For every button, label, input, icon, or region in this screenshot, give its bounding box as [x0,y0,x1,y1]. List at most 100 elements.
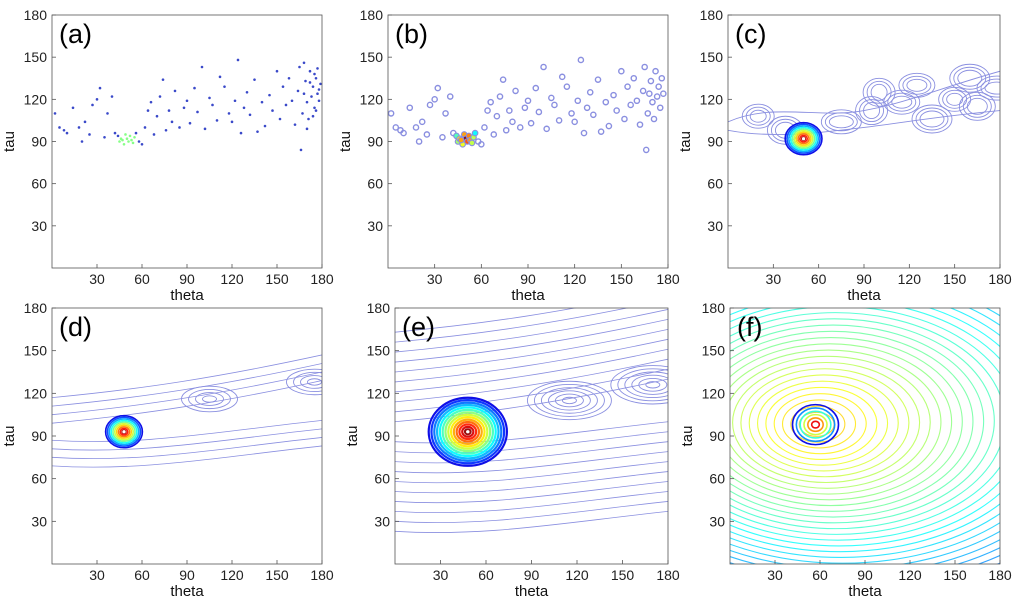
peak-marker [801,137,806,141]
data-point [412,124,420,131]
panel-0: 30 60 90 120 150 180 30 60 90 120 150 180 theta tau (a… [1,7,334,304]
contour-line [395,491,668,514]
data-point [653,93,661,100]
data-point [155,114,159,118]
data-point [218,75,222,79]
contour-line [286,368,322,396]
contour-line [730,324,985,518]
contour-line [828,115,854,129]
y-tick-label: 180 [24,300,48,316]
data-point [302,92,306,96]
contour-line [52,437,322,460]
data-point [524,97,532,105]
data-point [143,126,147,129]
density-point [472,130,478,136]
data-point [660,90,667,98]
data-point [633,97,641,105]
data-point [484,107,491,114]
panel-4: 30 60 90 120 150 180 30 60 90 120 150 180 theta tau (e… [344,300,680,600]
y-tick-label: 90 [367,134,383,150]
contour-line [117,426,131,438]
data-point [434,84,442,92]
y-tick-label: 30 [709,513,725,529]
x-tick-label: 30 [89,271,105,287]
data-point [641,63,648,71]
data-point [236,58,240,62]
x-tick-label: 180 [988,567,1012,583]
data-point [271,109,274,112]
contour-line [730,343,953,501]
x-tick-label: 30 [433,567,449,583]
data-point [98,86,102,90]
data-point [316,67,319,70]
contour-line [645,381,661,389]
data-point [468,139,476,147]
x-tick-label: 60 [474,271,490,287]
contour-line [790,405,846,443]
contour-line [395,358,668,403]
contour-line [195,392,224,406]
data-point [392,124,400,131]
contour-line [902,75,932,95]
data-point [590,111,597,119]
x-axis-label: theta [170,583,204,600]
x-tick-label: 150 [265,567,289,583]
data-point [227,112,231,115]
data-point [316,92,319,96]
contour-line [757,380,889,466]
data-point [613,107,620,114]
data-point [516,124,524,131]
data-point [158,95,162,98]
y-tick-label: 90 [31,134,47,150]
data-point [268,93,271,97]
data-point [644,110,652,117]
contour-line [115,424,133,439]
data-point [62,128,66,132]
contour-line [741,103,775,129]
data-point [540,63,547,71]
data-point [594,76,602,83]
data-point [563,83,571,90]
data-point [196,110,199,114]
contour-line [957,69,983,87]
data-point [586,89,594,96]
data-point [493,112,501,120]
x-tick-label: 120 [563,271,587,287]
x-tick-label: 60 [134,271,150,287]
data-point [71,106,75,110]
data-point [125,137,129,140]
contour-line [441,408,495,455]
y-axis-label: tau [1,426,18,447]
contour-line [526,380,612,421]
data-point [527,119,535,127]
contour-line [108,418,140,446]
data-point [275,69,279,73]
data-point [110,95,114,98]
contour-line [786,123,821,154]
data-point [543,125,550,133]
contour-line [730,330,974,512]
data-point [308,81,312,84]
contour-line [435,403,500,460]
data-point [415,138,423,145]
contour-line [728,110,1000,135]
contour-line [730,308,1000,558]
data-point [439,133,446,141]
panel-label: (f) [737,312,762,342]
contour-line [980,78,1000,98]
x-tick-label: 120 [898,567,922,583]
x-tick-label: 180 [988,271,1012,287]
data-point [571,118,578,126]
data-point [130,138,133,142]
x-axis-label: theta [847,287,881,304]
x-tick-label: 90 [857,567,873,583]
plot-content [395,308,668,533]
panel-label: (d) [59,312,92,342]
y-tick-label: 60 [707,176,723,192]
contour-line [293,371,322,393]
data-point [193,86,196,90]
data-point [442,110,449,117]
data-point [170,120,174,124]
contour-line [395,421,668,444]
